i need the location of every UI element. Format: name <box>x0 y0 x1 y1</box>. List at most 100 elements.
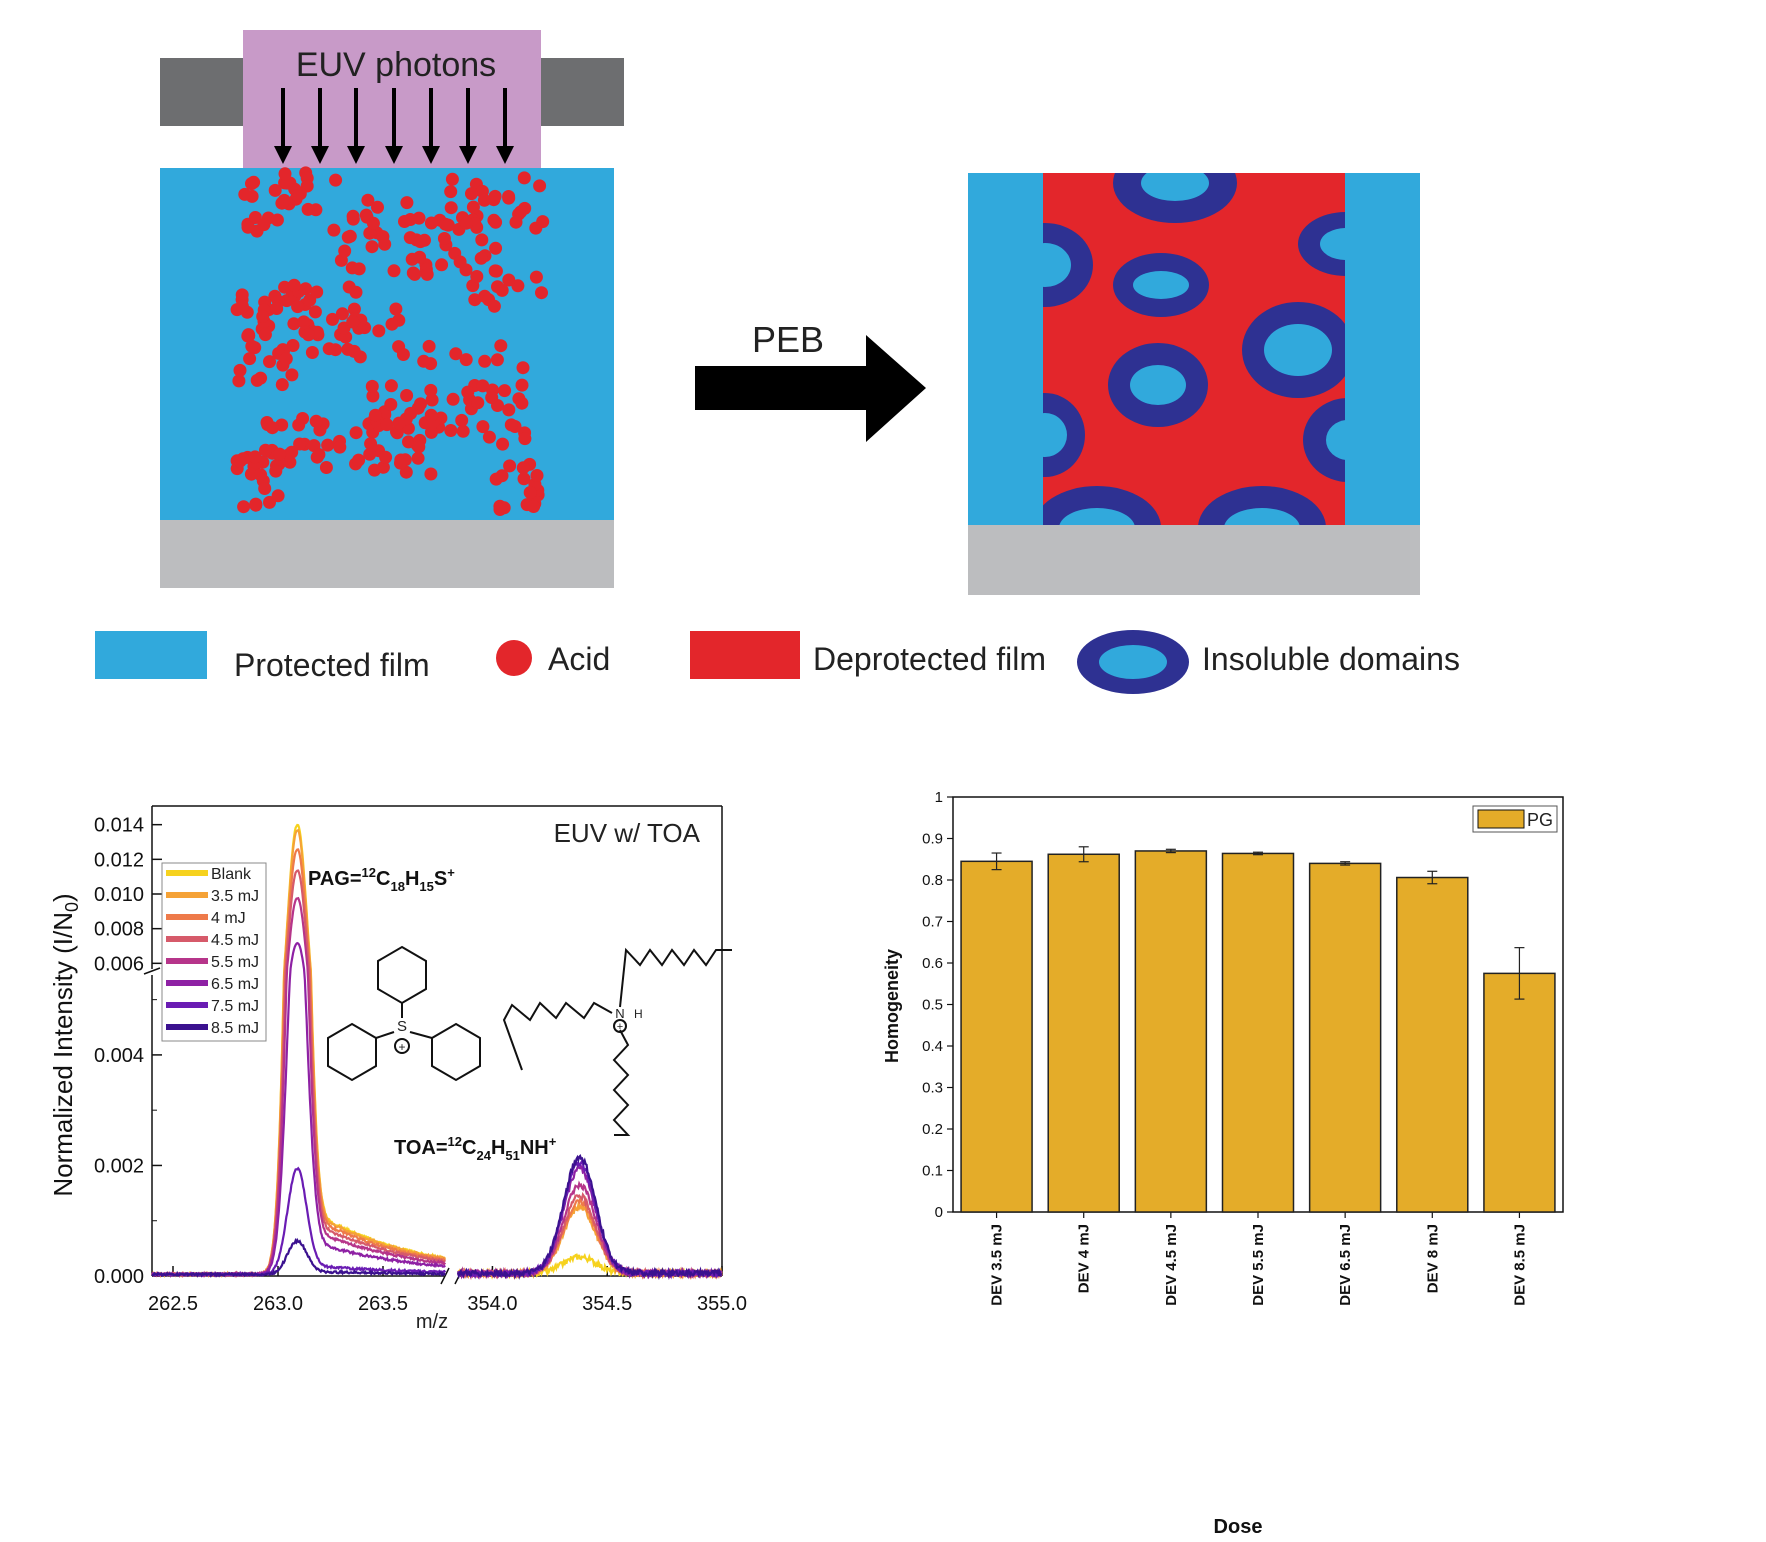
bar-y-tick-label-3: 0.3 <box>922 1080 943 1097</box>
ms-line-toa-4 <box>457 1180 723 1280</box>
acid-dot-117 <box>342 280 356 294</box>
bar-y-tick-label-4: 0.4 <box>922 1038 943 1055</box>
acid-dot-72 <box>346 212 360 226</box>
domain-core-7 <box>1326 420 1345 460</box>
pag-label-g: S <box>434 868 447 890</box>
toa-label-h: + <box>549 1134 557 1149</box>
toa-label-a: TOA= <box>394 1137 448 1159</box>
acid-dot-300 <box>244 467 258 481</box>
acid-dot-133 <box>242 328 255 342</box>
acid-dot-202 <box>455 413 469 427</box>
acid-dot-304 <box>273 447 287 461</box>
peb-arrow: PEB <box>695 319 926 442</box>
acid-dot-179 <box>372 324 386 338</box>
pag-label-e: H <box>405 868 419 890</box>
acid-dot-216 <box>366 389 380 403</box>
homogeneity-chart: 0 0.1 0.2 0.3 0.4 0.5 0.6 0.7 0.8 0.9 1 DEV 3.5 mJ D… <box>882 789 1564 1538</box>
acid-dot-331 <box>361 193 375 207</box>
ms-line-pag-6 <box>151 1166 447 1278</box>
acid-dot-320 <box>527 500 541 513</box>
acid-dot-278 <box>296 412 310 425</box>
acid-dot-329 <box>444 201 458 215</box>
acid-dot-174 <box>245 339 259 353</box>
bar-x-tick-label-0: DEV 3.5 mJ <box>989 1224 1006 1306</box>
acid-dot-175 <box>279 352 293 366</box>
acid-dot-287 <box>380 418 394 432</box>
acid-dot-110 <box>489 264 503 278</box>
toa-label-b: 12 <box>448 1134 462 1149</box>
acid-dot-330 <box>400 196 414 210</box>
acid-dot-159 <box>310 285 324 299</box>
ms-y-title-sub: 0 <box>62 902 82 912</box>
acid-dot-325 <box>530 469 544 482</box>
mass-spec-chart: Normalized Intensity (I/N0) 0.000 0.002 0.… <box>48 805 747 1333</box>
bar-3 <box>1221 852 1295 1213</box>
toa-label-c: C <box>462 1137 476 1159</box>
ms-x-break-1 <box>440 1267 450 1285</box>
acid-dot-285 <box>333 440 347 454</box>
acid-dot-307 <box>249 498 263 512</box>
acid-dot-346 <box>417 354 431 368</box>
ms-legend-label-6: 7.5 mJ <box>211 998 259 1015</box>
pag-label-f: 15 <box>419 879 433 894</box>
acid-dot-230 <box>456 424 470 438</box>
acid-dot-284 <box>394 456 407 470</box>
acid-dot-271 <box>352 453 366 467</box>
acid-dot-83 <box>413 250 427 264</box>
acid-dot-205 <box>424 383 438 397</box>
acid-dot-184 <box>322 342 336 356</box>
bar-y-tick-label-10: 1 <box>935 789 943 806</box>
acid-dot-106 <box>535 286 548 300</box>
acid-dot-239 <box>496 437 510 451</box>
bar-x-axis-title: Dose <box>1214 1516 1263 1538</box>
acid-dot-272 <box>411 451 425 465</box>
acid-dot-324 <box>516 461 530 475</box>
bar-y-tick-label-9: 0.9 <box>922 831 943 848</box>
acid-dot-187 <box>346 315 360 329</box>
acid-dot-172 <box>250 373 264 387</box>
acid-dot-89 <box>437 232 451 245</box>
ms-y-tick-label-2: 0.004 <box>94 1045 144 1067</box>
acid-dot-61 <box>460 216 473 230</box>
acid-dot-345 <box>490 353 504 367</box>
acid-dot-347 <box>478 354 492 368</box>
domain-core-2 <box>1133 271 1189 299</box>
acid-dot-309 <box>254 468 268 482</box>
bar-legend-label: PG <box>1527 810 1553 830</box>
acid-dot-33 <box>517 171 531 185</box>
ms-x-tick-label-right-2: 355.0 <box>697 1293 747 1315</box>
octyl-chain-up <box>619 947 732 1008</box>
bar-y-tick-label-8: 0.8 <box>922 872 943 889</box>
acid-dot-82 <box>475 233 489 247</box>
acid-dot-282 <box>392 416 406 430</box>
acid-dot-270 <box>312 448 326 461</box>
domain-core-4 <box>1264 324 1332 376</box>
acid-dot-334 <box>424 216 438 230</box>
acid-dot-299 <box>237 500 251 514</box>
legend-protected-label: Protected film <box>234 647 430 683</box>
euv-arrow-head-1 <box>311 146 329 164</box>
acid-dot-75 <box>403 231 417 245</box>
bar-y-tick-label-6: 0.6 <box>922 955 943 972</box>
acid-dot-180 <box>353 350 367 364</box>
acid-dot-333 <box>366 216 380 230</box>
acid-dot-129 <box>268 289 282 303</box>
legend-deprotected-swatch <box>690 631 800 679</box>
acid-dot-212 <box>498 384 512 398</box>
acid-dot-87 <box>403 213 417 226</box>
ms-line-toa-7 <box>456 1153 723 1281</box>
acid-dot-327 <box>493 503 507 516</box>
legend-insoluble-core <box>1099 645 1167 679</box>
ms-y-axis-title: Normalized Intensity (I/N0) <box>48 893 82 1196</box>
acid-dot-153 <box>291 300 305 314</box>
acid-dot-27 <box>238 187 252 201</box>
ms-series-lines <box>150 823 723 1281</box>
acid-dot-338 <box>494 339 508 353</box>
s-charge-circle <box>394 1038 410 1054</box>
acid-dot-112 <box>287 317 301 331</box>
acid-dot-326 <box>523 486 537 499</box>
acid-dot-298 <box>259 443 272 457</box>
schematic-before: EUV photons <box>160 30 624 588</box>
acid-dot-231 <box>518 432 532 446</box>
octyl-chain-left <box>502 1001 613 1071</box>
